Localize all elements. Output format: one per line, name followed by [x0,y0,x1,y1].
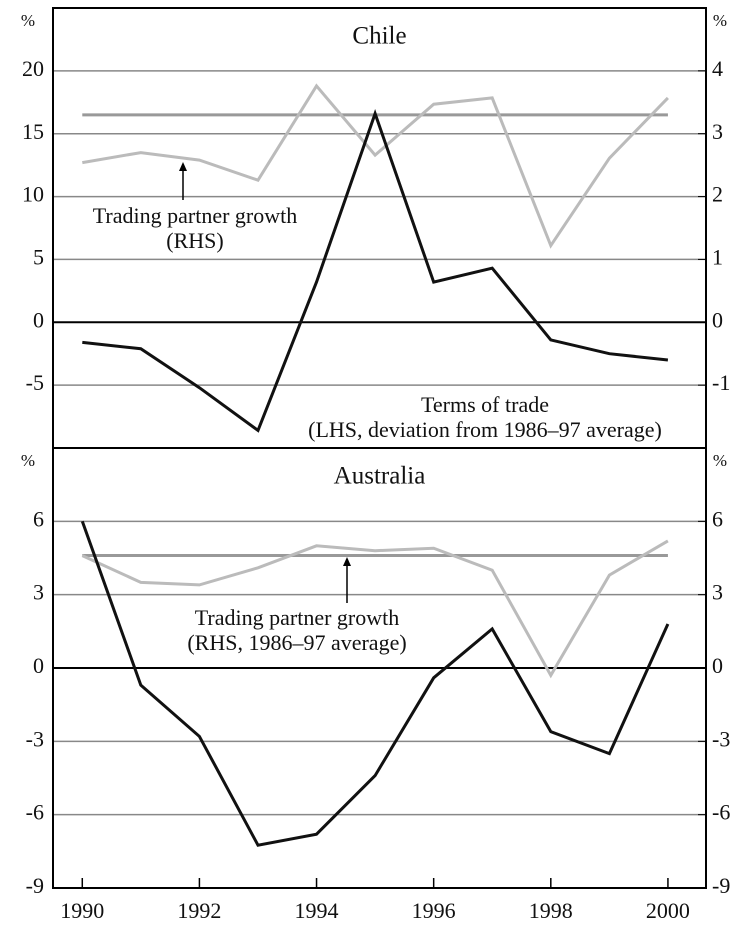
x-tick-label: 2000 [646,898,690,923]
y-tick-label: 0 [33,653,44,678]
y2-tick-label: 6 [712,506,723,531]
panel-title: Chile [352,23,406,50]
y2-unit: % [713,11,727,30]
annotation: (LHS, deviation from 1986–97 average) [308,417,662,442]
y-unit: % [21,451,35,470]
y2-tick-label: 0 [712,307,723,332]
y-tick-label: 3 [33,580,44,605]
y-tick-label: 20 [22,56,44,81]
y2-unit: % [713,451,727,470]
y2-tick-label: -1 [712,370,730,395]
y2-tick-label: 3 [712,580,723,605]
y-tick-label: 15 [22,119,44,144]
y2-tick-label: -9 [712,873,730,898]
y2-tick-label: 2 [712,182,723,207]
y-tick-label: -5 [26,370,44,395]
y-tick-label: 10 [22,182,44,207]
annotation: (RHS, 1986–97 average) [187,630,406,655]
y2-tick-label: 0 [712,653,723,678]
y-tick-label: -9 [26,873,44,898]
annotation: Trading partner growth [93,203,298,228]
y-tick-label: 5 [33,244,44,269]
panel-title: Australia [334,463,426,490]
y2-tick-label: -3 [712,726,730,751]
y2-tick-label: -6 [712,800,730,825]
annotation: Trading partner growth [195,605,400,630]
annotation: Terms of trade [421,392,549,417]
y-tick-label: -6 [26,800,44,825]
arrow-head [179,162,187,171]
y-tick-label: 0 [33,307,44,332]
series-line [81,539,669,679]
y-tick-label: -3 [26,726,44,751]
y2-tick-label: 3 [712,119,723,144]
x-tick-label: 1998 [529,898,573,923]
y2-tick-label: 1 [712,244,723,269]
x-tick-label: 1990 [60,898,104,923]
y-tick-label: 6 [33,506,44,531]
panel-frame [52,447,707,889]
y-unit: % [21,11,35,30]
series-line [82,83,669,249]
annotation: (RHS) [166,228,223,253]
arrow-head [343,557,351,566]
x-tick-label: 1996 [412,898,456,923]
y2-tick-label: 4 [712,56,723,81]
series-line [80,520,670,847]
x-tick-label: 1992 [177,898,221,923]
x-tick-label: 1994 [295,898,339,923]
series-line [82,109,669,433]
